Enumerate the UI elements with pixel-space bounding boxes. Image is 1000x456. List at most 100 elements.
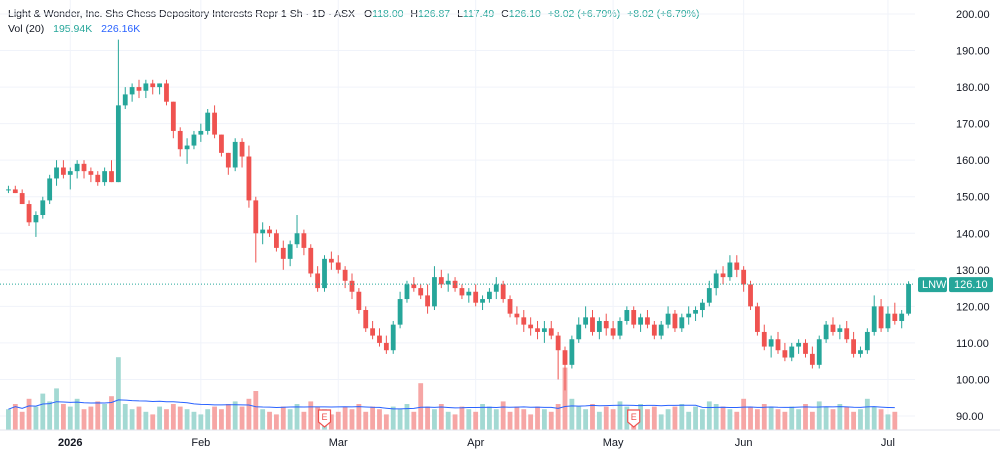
- candle-body: [287, 244, 293, 259]
- earnings-marker-shape: [627, 409, 641, 428]
- volume-bar: [81, 409, 87, 430]
- candle-body: [466, 291, 472, 296]
- candle-body: [418, 288, 424, 296]
- candle-body: [81, 163, 87, 172]
- candle-body: [328, 258, 334, 263]
- candle-body: [370, 328, 376, 336]
- candle-body: [844, 328, 850, 340]
- volume-label[interactable]: Vol (20): [8, 23, 45, 35]
- candle-body: [775, 339, 781, 351]
- candle-body: [239, 141, 245, 157]
- volume-bar: [727, 409, 733, 430]
- candle-body: [274, 233, 279, 248]
- volume-bar: [342, 406, 348, 430]
- earnings-marker-label: E: [322, 412, 328, 422]
- volume-bar: [521, 409, 527, 430]
- volume-bar: [576, 406, 582, 430]
- volume-bar: [837, 404, 843, 430]
- candle-body: [143, 83, 149, 91]
- candle-body: [445, 280, 451, 285]
- volume-bar: [679, 404, 685, 430]
- time-tick-label: Jun: [735, 437, 753, 449]
- candle-body: [342, 269, 348, 281]
- candle-body: [521, 317, 527, 325]
- volume-bar: [473, 411, 479, 430]
- candle-body: [67, 171, 73, 175]
- candle-body: [390, 324, 396, 351]
- volume-bar: [74, 398, 80, 430]
- candle-body: [768, 339, 774, 347]
- price-tick-label: 190.00: [956, 46, 990, 58]
- earnings-marker: E: [317, 409, 332, 428]
- price-tick-label: 150.00: [956, 192, 990, 204]
- candle-body: [157, 83, 163, 88]
- volume-bar: [377, 409, 382, 430]
- volume-bar: [349, 409, 355, 430]
- volume-bar: [432, 409, 437, 430]
- candle-body: [260, 229, 266, 234]
- volume-bar: [713, 404, 719, 430]
- price-tag-symbol: LNW: [922, 279, 947, 291]
- candle-body: [782, 350, 788, 358]
- volume-bar: [294, 404, 300, 430]
- candle-body: [727, 262, 733, 278]
- volume-bar: [782, 411, 788, 430]
- volume-bar: [624, 406, 630, 430]
- candle-body: [19, 193, 25, 205]
- candle-body: [631, 310, 637, 325]
- candle-body: [219, 134, 224, 153]
- candle-body: [12, 189, 18, 194]
- candle-body: [899, 313, 905, 321]
- volume-bar: [150, 414, 156, 430]
- volume-bar: [768, 406, 774, 430]
- candle-body: [583, 317, 589, 325]
- volume-bar: [851, 411, 856, 430]
- time-tick-label: Jul: [881, 437, 895, 449]
- earnings-markers: EEE: [317, 409, 641, 428]
- volume-bar: [136, 406, 142, 430]
- volume-bar: [858, 409, 863, 430]
- candle-body: [40, 200, 46, 215]
- candle-body: [47, 178, 53, 201]
- volume-bar: [789, 406, 795, 430]
- volume-bar: [328, 414, 334, 430]
- candle-body: [885, 313, 891, 329]
- candle-body: [816, 339, 822, 365]
- candle-body: [851, 339, 856, 354]
- time-axis[interactable]: 2026FebMarAprMayJunJulAug: [0, 429, 1000, 449]
- time-tick-label: Mar: [329, 437, 348, 449]
- time-tick-label: 2026: [58, 437, 82, 449]
- price-tag-value-bg: [949, 277, 993, 293]
- price-tick-label: 200.00: [956, 9, 990, 21]
- candle-body: [686, 313, 692, 318]
- candle-body: [363, 310, 369, 329]
- volume-bar: [487, 406, 492, 430]
- volume-bar: [88, 406, 94, 430]
- candle-body: [322, 258, 327, 289]
- volume-bar: [706, 401, 712, 430]
- candle-body: [645, 317, 650, 325]
- volume-bar: [370, 406, 376, 430]
- candle-body: [212, 112, 217, 135]
- volume-bar: [177, 406, 183, 430]
- price-axis[interactable]: 200.00 190.00 180.00 170.00 160.00 150.00 140.…: [956, 9, 990, 423]
- price-tag-value: 126.10: [954, 279, 988, 291]
- volume-bar: [287, 409, 293, 430]
- volume-bar: [638, 404, 643, 430]
- candle-body: [267, 229, 272, 234]
- volume-bar: [356, 404, 362, 430]
- volume-bar: [741, 398, 747, 430]
- volume-bar: [425, 406, 430, 430]
- candle-body: [164, 83, 169, 102]
- price-tick-label: 140.00: [956, 228, 990, 240]
- volume-bar: [95, 401, 101, 430]
- volume-bar: [143, 411, 149, 430]
- volume-bar: [892, 411, 898, 430]
- candle-body: [33, 215, 39, 223]
- candle-body: [658, 324, 664, 336]
- volume-bar: [700, 409, 705, 430]
- volume-bar: [6, 409, 11, 430]
- candle-body: [129, 87, 135, 95]
- candle-body: [906, 284, 911, 314]
